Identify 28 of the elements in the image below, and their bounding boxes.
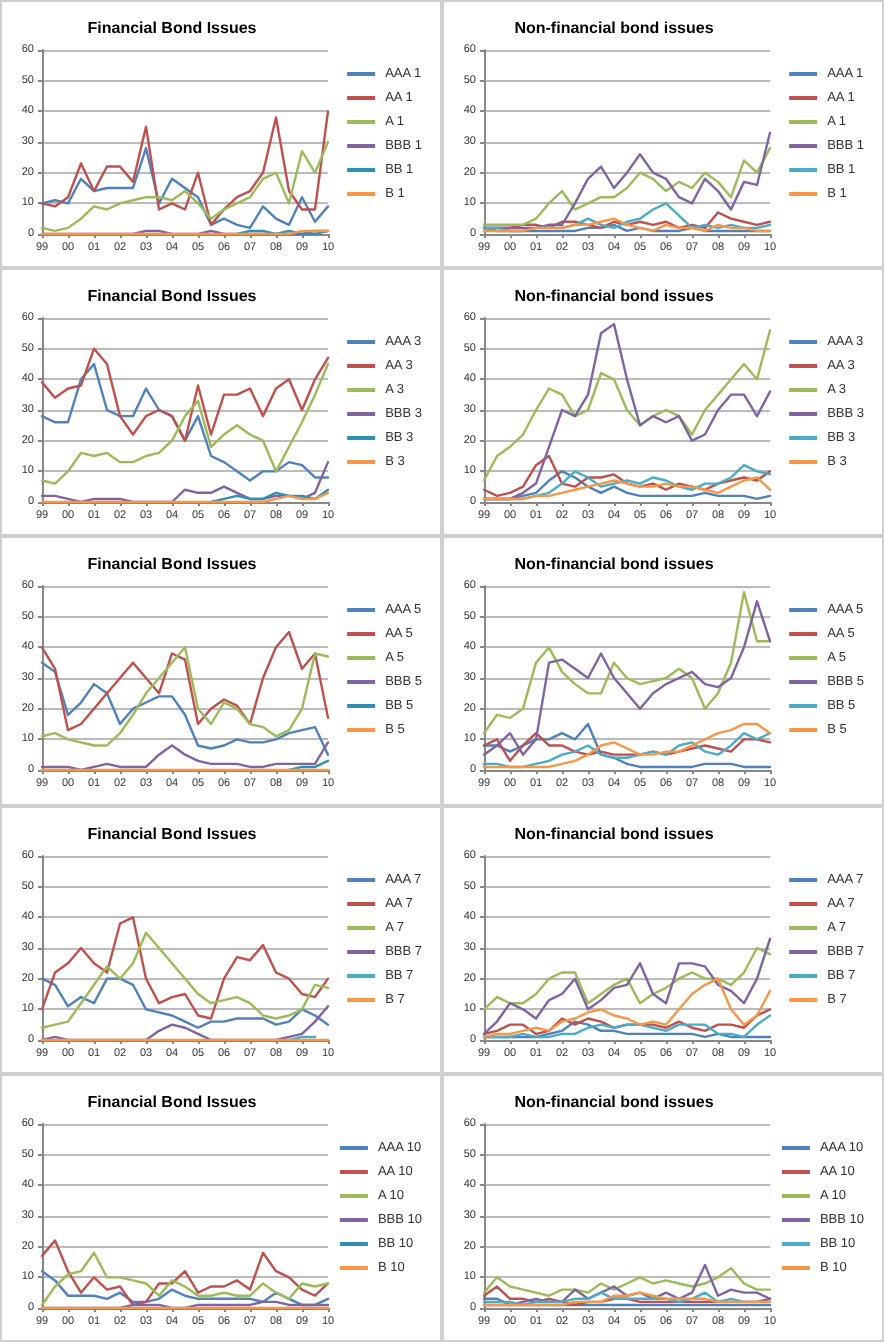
line-series <box>482 455 772 498</box>
line-series <box>40 930 330 1029</box>
line-series <box>40 662 330 757</box>
chart-title: Non-financial bond issues <box>514 824 715 843</box>
line-series <box>40 646 330 748</box>
line-series <box>482 732 772 763</box>
line-series <box>482 1007 772 1035</box>
line-series <box>482 600 772 757</box>
line-series <box>482 146 772 226</box>
line-series <box>482 936 772 1035</box>
line-series <box>40 347 330 443</box>
line-series <box>482 591 772 736</box>
chart-title: Financial Bond Issues <box>87 19 258 37</box>
chart-title: Financial Bond Issues <box>87 1092 258 1111</box>
line-series <box>40 631 330 733</box>
chart-title: Financial Bond Issues <box>87 555 258 574</box>
chart-title: Non-financial bond issues <box>514 1092 715 1111</box>
chart-title: Non-financial bond issues <box>514 287 715 306</box>
chart-title: Financial Bond Issues <box>87 824 258 843</box>
chart-title: Financial Bond Issues <box>87 287 258 306</box>
line-series <box>40 915 330 1019</box>
line-series <box>482 1266 772 1297</box>
line-series <box>482 945 772 1010</box>
line-series <box>40 110 330 226</box>
chart-title: Non-financial bond issues <box>514 555 715 574</box>
line-series <box>40 976 330 1029</box>
chart-title: Non-financial bond issues <box>514 19 715 37</box>
line-series <box>209 488 330 504</box>
